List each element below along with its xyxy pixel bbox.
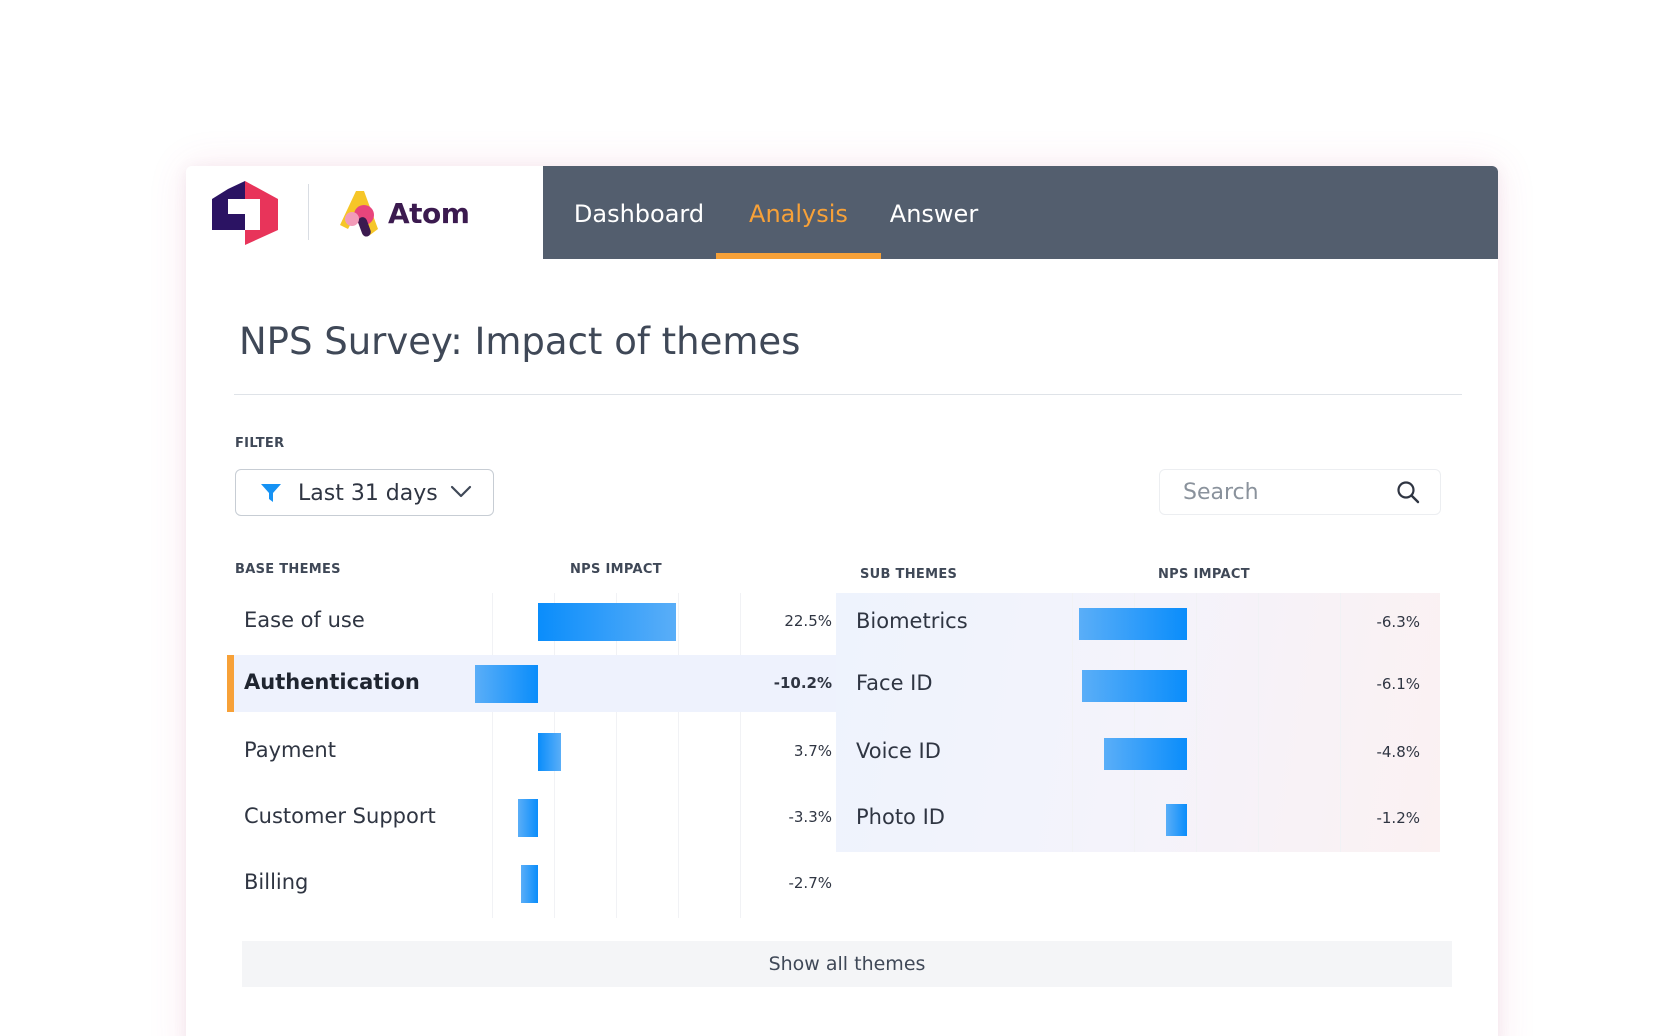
- grid-line: [492, 593, 493, 918]
- company-logo-icon: [212, 181, 278, 245]
- impact-value: -3.3%: [788, 808, 832, 826]
- theme-label: Face ID: [856, 671, 933, 695]
- impact-bar: [1078, 608, 1187, 640]
- chevron-down-icon: [450, 485, 472, 498]
- impact-value: 22.5%: [784, 612, 832, 630]
- sub-themes-header: SUB THEMES: [860, 567, 958, 582]
- tab-dashboard[interactable]: Dashboard: [573, 200, 705, 228]
- brand-divider: [308, 184, 309, 240]
- date-filter-dropdown[interactable]: Last 31 days: [235, 469, 494, 516]
- tab-answer[interactable]: Answer: [889, 200, 979, 228]
- funnel-icon: [261, 484, 281, 502]
- impact-bar: [517, 798, 538, 837]
- grid-line: [1134, 593, 1135, 852]
- impact-bar: [521, 864, 538, 903]
- base-nps-impact-header: NPS IMPACT: [570, 562, 662, 577]
- theme-label: Photo ID: [856, 805, 945, 829]
- search-icon[interactable]: [1396, 480, 1420, 504]
- search-input[interactable]: [1160, 470, 1390, 514]
- sub-theme-row[interactable]: Biometrics -6.3%: [836, 593, 1440, 655]
- theme-label: Billing: [244, 870, 309, 894]
- search-box: [1159, 469, 1441, 515]
- theme-label: Authentication: [244, 670, 420, 694]
- app-window: Atom Dashboard Analysis Answer NPS Surve…: [186, 166, 1498, 1036]
- filter-label: FILTER: [235, 436, 285, 451]
- impact-bar: [1104, 738, 1187, 770]
- impact-bar: [1082, 670, 1187, 702]
- base-theme-row[interactable]: Payment 3.7%: [234, 723, 836, 780]
- impact-value: -4.8%: [1376, 743, 1420, 761]
- sub-theme-row[interactable]: Photo ID -1.2%: [836, 789, 1440, 851]
- impact-bar: [1166, 804, 1187, 836]
- grid-line: [740, 593, 741, 918]
- sub-theme-row[interactable]: Face ID -6.1%: [836, 655, 1440, 717]
- tab-analysis[interactable]: Analysis: [716, 166, 881, 259]
- show-all-themes-button[interactable]: Show all themes: [242, 941, 1452, 987]
- theme-label: Biometrics: [856, 609, 968, 633]
- base-theme-row[interactable]: Ease of use 22.5%: [234, 593, 836, 650]
- base-themes-header: BASE THEMES: [235, 562, 341, 577]
- date-filter-value: Last 31 days: [298, 481, 438, 506]
- grid-line: [1258, 593, 1259, 852]
- base-theme-row[interactable]: Customer Support -3.3%: [234, 789, 836, 846]
- sub-nps-impact-header: NPS IMPACT: [1158, 567, 1250, 582]
- brand-name: Atom: [388, 197, 470, 230]
- atom-logo-icon: [340, 191, 378, 237]
- brand-area: Atom: [186, 166, 543, 259]
- base-themes-table: Ease of use 22.5% Authentication -10.2% …: [227, 593, 836, 918]
- impact-bar: [538, 602, 677, 641]
- theme-label: Payment: [244, 738, 336, 762]
- impact-bar: [475, 664, 538, 703]
- page-title: NPS Survey: Impact of themes: [239, 320, 801, 363]
- impact-value: -6.3%: [1376, 613, 1420, 631]
- sub-theme-row[interactable]: Voice ID -4.8%: [836, 723, 1440, 785]
- impact-value: -2.7%: [788, 874, 832, 892]
- impact-value: -6.1%: [1376, 675, 1420, 693]
- impact-value: 3.7%: [793, 742, 832, 760]
- grid-line: [1340, 593, 1341, 852]
- grid-line: [616, 593, 617, 918]
- grid-line: [678, 593, 679, 918]
- theme-label: Voice ID: [856, 739, 941, 763]
- impact-bar: [538, 732, 561, 771]
- top-nav: Dashboard Analysis Answer: [543, 166, 1498, 259]
- base-theme-row[interactable]: Authentication -10.2%: [227, 655, 836, 712]
- impact-value: -1.2%: [1376, 809, 1420, 827]
- grid-line: [1072, 593, 1073, 852]
- theme-label: Customer Support: [244, 804, 436, 828]
- base-theme-row[interactable]: Billing -2.7%: [234, 855, 836, 912]
- theme-label: Ease of use: [244, 608, 365, 632]
- sub-themes-panel: Biometrics -6.3% Face ID -6.1% Voice ID …: [836, 593, 1440, 852]
- grid-line: [1196, 593, 1197, 852]
- impact-value: -10.2%: [773, 674, 832, 692]
- title-divider: [234, 394, 1462, 395]
